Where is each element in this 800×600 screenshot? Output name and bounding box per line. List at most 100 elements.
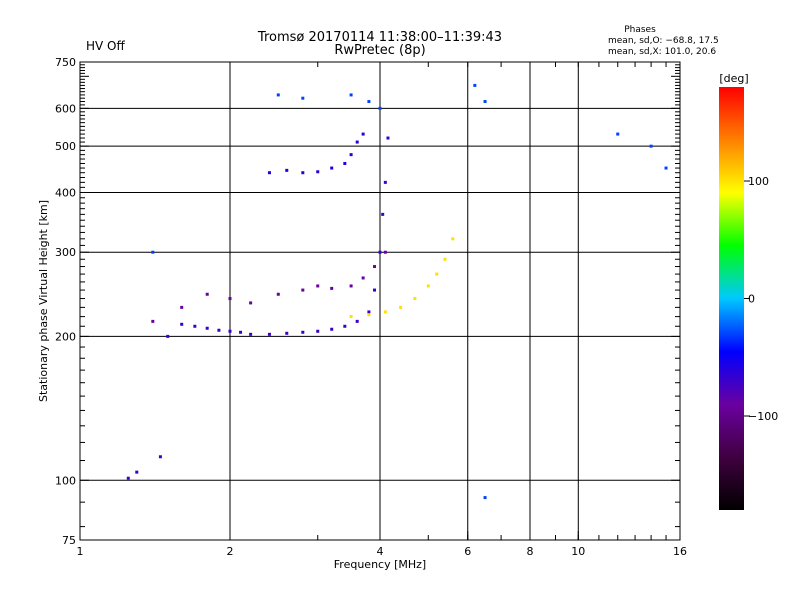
y-tick-label: 750 bbox=[55, 56, 76, 69]
data-point bbox=[166, 334, 170, 338]
colorbar-tick-label: −100 bbox=[748, 410, 778, 423]
data-point bbox=[316, 170, 320, 174]
data-point bbox=[343, 324, 347, 328]
legend-title: Phases bbox=[624, 25, 656, 35]
data-point bbox=[330, 286, 334, 290]
data-point bbox=[361, 276, 365, 280]
x-tick-label: 2 bbox=[227, 545, 234, 558]
data-point bbox=[349, 93, 353, 97]
data-point bbox=[135, 470, 139, 474]
data-point bbox=[126, 476, 130, 480]
data-point bbox=[316, 329, 320, 333]
data-point bbox=[399, 305, 403, 309]
data-point bbox=[378, 250, 382, 254]
grid-lines bbox=[80, 62, 680, 540]
series-group bbox=[151, 250, 387, 323]
data-point bbox=[383, 310, 387, 314]
data-point bbox=[180, 305, 184, 309]
data-point bbox=[267, 171, 271, 175]
data-point bbox=[330, 327, 334, 331]
data-point bbox=[343, 161, 347, 165]
data-point bbox=[649, 144, 653, 148]
data-point bbox=[435, 272, 439, 276]
data-point bbox=[301, 288, 305, 292]
series-group bbox=[126, 136, 390, 480]
data-point bbox=[285, 331, 289, 335]
data-point bbox=[301, 330, 305, 334]
data-point bbox=[217, 328, 221, 332]
y-tick-label: 75 bbox=[62, 534, 76, 547]
data-point bbox=[228, 297, 232, 301]
y-tick-label: 400 bbox=[55, 186, 76, 199]
series-group bbox=[267, 132, 365, 175]
data-point bbox=[276, 93, 280, 97]
y-tick-label: 600 bbox=[55, 102, 76, 115]
data-point bbox=[349, 284, 353, 288]
x-tick-label: 16 bbox=[673, 545, 687, 558]
data-points bbox=[126, 83, 668, 500]
data-point bbox=[249, 301, 253, 305]
data-point bbox=[239, 330, 243, 334]
data-point bbox=[355, 319, 359, 323]
x-tick-label: 10 bbox=[571, 545, 585, 558]
y-tick-label: 500 bbox=[55, 140, 76, 153]
colorbar-ticks: 100 0 −100 bbox=[744, 175, 778, 423]
data-point bbox=[616, 132, 620, 136]
data-point bbox=[355, 140, 359, 144]
data-point bbox=[193, 324, 197, 328]
data-point bbox=[413, 297, 417, 301]
data-point bbox=[383, 250, 387, 254]
data-point bbox=[330, 166, 334, 170]
x-tick-label: 4 bbox=[377, 545, 384, 558]
data-point bbox=[483, 496, 487, 500]
y-axis-label: Stationary phase Virtual Height [km] bbox=[37, 200, 50, 402]
data-point bbox=[426, 284, 430, 288]
legend-line-x: mean, sd,X: 101.0, 20.6 bbox=[608, 47, 716, 57]
data-point bbox=[151, 250, 155, 254]
data-point bbox=[378, 106, 382, 110]
data-point bbox=[367, 313, 371, 317]
data-point bbox=[205, 326, 209, 330]
status-text: HV Off bbox=[86, 39, 125, 53]
data-point bbox=[267, 332, 271, 336]
data-point bbox=[664, 166, 668, 170]
series-group bbox=[151, 83, 668, 500]
y-tick-label: 100 bbox=[55, 474, 76, 487]
data-point bbox=[473, 83, 477, 87]
data-point bbox=[249, 332, 253, 336]
x-tick-label: 1 bbox=[77, 545, 84, 558]
x-tick-label: 6 bbox=[464, 545, 471, 558]
data-point bbox=[151, 319, 155, 323]
data-point bbox=[373, 288, 377, 292]
data-point bbox=[316, 284, 320, 288]
data-point bbox=[367, 100, 371, 104]
data-point bbox=[443, 257, 447, 261]
data-point bbox=[228, 329, 232, 333]
data-point bbox=[483, 100, 487, 104]
chart-subtitle: RwPretec (8p) bbox=[334, 43, 425, 58]
legend-line-o: mean, sd,O: −68.8, 17.5 bbox=[608, 36, 719, 46]
colorbar-tick-label: 100 bbox=[748, 175, 769, 188]
data-point bbox=[349, 315, 353, 319]
data-point bbox=[158, 455, 162, 459]
chart-title: Tromsø 20170114 11:38:00–11:39:43 bbox=[257, 30, 502, 45]
data-point bbox=[349, 153, 353, 157]
data-point bbox=[451, 237, 455, 241]
data-point bbox=[361, 132, 365, 136]
data-point bbox=[383, 180, 387, 184]
x-tick-label: 8 bbox=[527, 545, 534, 558]
data-point bbox=[367, 310, 371, 314]
colorbar bbox=[719, 87, 744, 510]
data-point bbox=[373, 265, 377, 269]
y-tick-label: 200 bbox=[55, 330, 76, 343]
data-point bbox=[285, 168, 289, 172]
colorbar-label: [deg] bbox=[719, 72, 748, 85]
data-point bbox=[180, 322, 184, 326]
axis-ticks: 1 2 4 6 8 10 16 75 100 200 300 400 500 600 750 bbox=[55, 56, 687, 558]
data-point bbox=[301, 96, 305, 100]
x-axis-label: Frequency [MHz] bbox=[334, 558, 426, 571]
data-point bbox=[386, 136, 390, 140]
colorbar-tick-label: 0 bbox=[748, 293, 755, 306]
